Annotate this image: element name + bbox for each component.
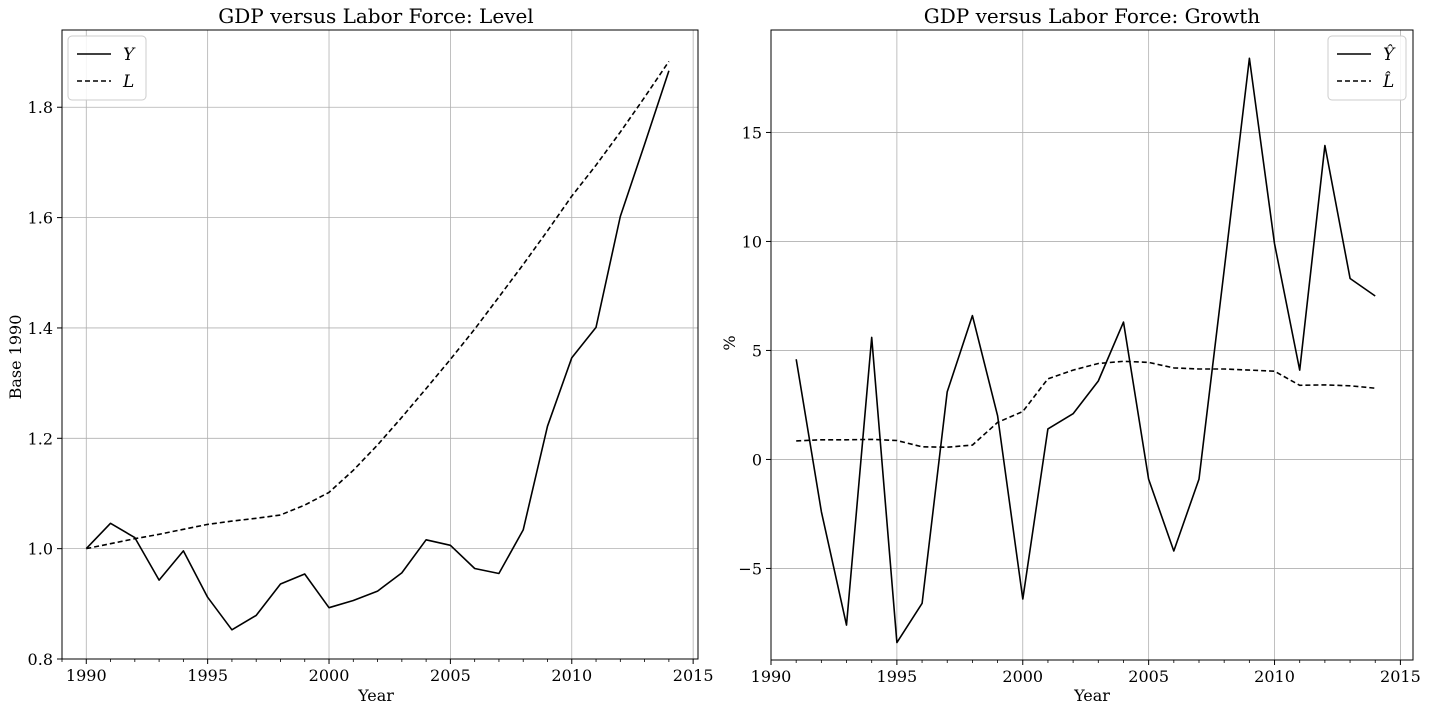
x-tick-label: 1995 [877,667,918,686]
legend-label: L̂ [1382,72,1394,92]
x-tick-label: 2015 [1380,667,1421,686]
chart-title: GDP versus Labor Force: Level [218,4,533,28]
legend-box [67,35,147,101]
series-line-solid [85,70,670,631]
x-tick-label: 2005 [430,666,471,685]
plot-frame [61,29,699,660]
series-lines [795,57,1376,644]
x-tick-label: 2000 [309,666,350,685]
x-tick-label: 2005 [1128,667,1169,686]
legend-box [1327,35,1407,101]
y-tick-label: 5 [752,341,762,360]
series-line-dashed [796,360,1376,449]
legend: YL [67,35,147,101]
x-tick-label: 1990 [66,666,107,685]
axis-ticks: 1990 1995 2000 2005 2010 2015 −5 0 5 10 15 [738,123,1420,686]
y-axis-label: Base 1990 [6,315,25,400]
x-axis-label: Year [357,686,394,705]
x-tick-label: 1995 [187,666,228,685]
legend-label: L [122,72,134,92]
legend: Ŷ L̂ [1327,35,1407,101]
y-tick-label: 15 [742,123,762,142]
y-axis-label: % [720,335,739,350]
gridlines [62,30,698,660]
chart-level: GDP versus Labor Force: Level 1990 1995 20… [6,4,714,705]
legend-label: Ŷ [1383,44,1396,65]
x-tick-label: 2015 [673,666,714,685]
x-tick-label: 2010 [551,666,592,685]
plot-frame [770,29,1414,661]
series-line-solid [795,57,1376,644]
x-tick-label: 2010 [1254,667,1295,686]
legend-label: Y [123,45,136,65]
y-tick-label: 0 [752,450,762,469]
x-tick-label: 2000 [1002,667,1043,686]
y-tick-label: 10 [742,232,762,251]
y-tick-label: 1.8 [28,98,53,117]
series-line-dashed [86,60,670,550]
axis-ticks: 1990 1995 2000 2005 2010 2015 0.8 1.0 1.2 1.4 1.6 1… [28,98,714,685]
x-tick-label: 1990 [751,667,792,686]
x-axis-label: Year [1073,686,1110,705]
y-tick-label: 1.2 [28,429,53,448]
y-tick-label: 0.8 [28,650,53,669]
y-tick-label: 1.0 [28,540,53,559]
chart-title: GDP versus Labor Force: Growth [924,4,1261,28]
series-lines [85,60,670,631]
y-tick-label: 1.6 [28,209,53,228]
y-tick-label: 1.4 [28,319,53,338]
y-tick-label: −5 [738,559,762,578]
chart-growth: GDP versus Labor Force: Growth 1990 1995 2… [720,4,1421,705]
gridlines [770,30,1413,660]
